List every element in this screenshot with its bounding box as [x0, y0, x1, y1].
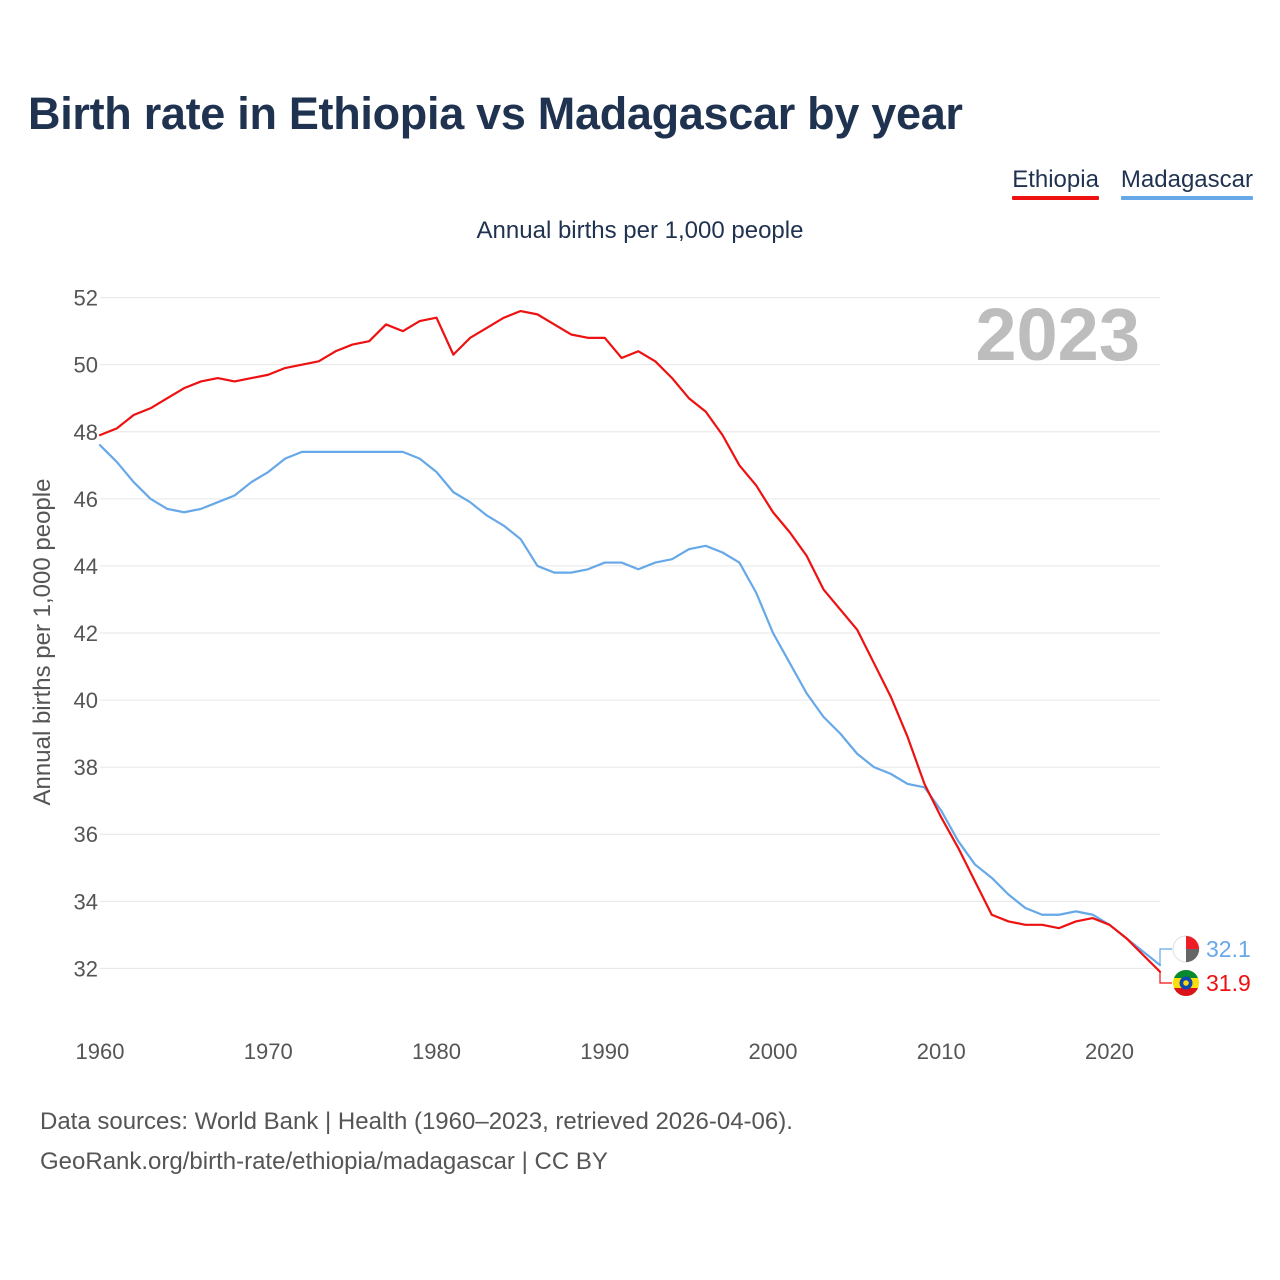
chart-title: Birth rate in Ethiopia vs Madagascar by …: [28, 88, 963, 139]
end-leader-madagascar: [1159, 948, 1172, 966]
flag-madagascar-icon: [1172, 935, 1200, 963]
x-tick-label: 1980: [412, 1039, 461, 1064]
y-axis-title: Annual births per 1,000 people: [29, 479, 56, 806]
legend-swatch-ethiopia: [1012, 196, 1099, 200]
x-tick-label: 1970: [244, 1039, 293, 1064]
legend: Ethiopia Madagascar: [1012, 166, 1253, 200]
y-tick-label: 42: [74, 621, 98, 646]
axes: Annual births per 1,000 people 32 34 36 38 4…: [29, 286, 1134, 1064]
end-value-madagascar: 32.1: [1206, 936, 1251, 962]
x-tick-label: 2010: [917, 1039, 966, 1064]
footer-credit[interactable]: GeoRank.org/birth-rate/ethiopia/madagasc…: [40, 1148, 608, 1175]
end-leader-ethiopia: [1159, 971, 1172, 984]
y-tick-label: 36: [74, 822, 98, 847]
x-tick-label: 2020: [1085, 1039, 1134, 1064]
series: [98, 309, 1162, 973]
series-line-ethiopia: [98, 309, 1162, 973]
footer-sources: Data sources: World Bank | Health (1960–…: [40, 1108, 793, 1135]
legend-swatch-madagascar: [1120, 196, 1253, 200]
y-tick-label: 40: [74, 688, 98, 713]
end-labels: 31.9 32.1: [1159, 935, 1251, 996]
chart-subtitle: Annual births per 1,000 people: [476, 217, 804, 244]
legend-label-ethiopia: Ethiopia: [1012, 166, 1099, 193]
flag-ethiopia-icon: [1173, 970, 1199, 996]
y-tick-label: 50: [74, 353, 98, 378]
y-tick-label: 44: [74, 554, 98, 579]
series-line-madagascar: [98, 444, 1162, 967]
gridlines: [100, 297, 1160, 969]
y-tick-label: 46: [74, 487, 98, 512]
x-tick-label: 2000: [749, 1039, 798, 1064]
end-value-ethiopia: 31.9: [1206, 970, 1251, 996]
y-tick-label: 32: [74, 956, 98, 981]
y-tick-label: 48: [74, 420, 98, 445]
legend-item-madagascar[interactable]: Madagascar: [1120, 166, 1253, 200]
line-chart: Annual births per 1,000 people 32 34 36 38 4…: [29, 286, 1251, 1064]
y-tick-label: 38: [74, 755, 98, 780]
year-watermark: 2023: [975, 293, 1140, 376]
y-tick-label: 34: [74, 889, 98, 914]
x-tick-label: 1990: [580, 1039, 629, 1064]
y-tick-label: 52: [74, 286, 98, 311]
x-tick-label: 1960: [76, 1039, 125, 1064]
legend-item-ethiopia[interactable]: Ethiopia: [1012, 166, 1099, 200]
legend-label-madagascar: Madagascar: [1120, 166, 1253, 193]
